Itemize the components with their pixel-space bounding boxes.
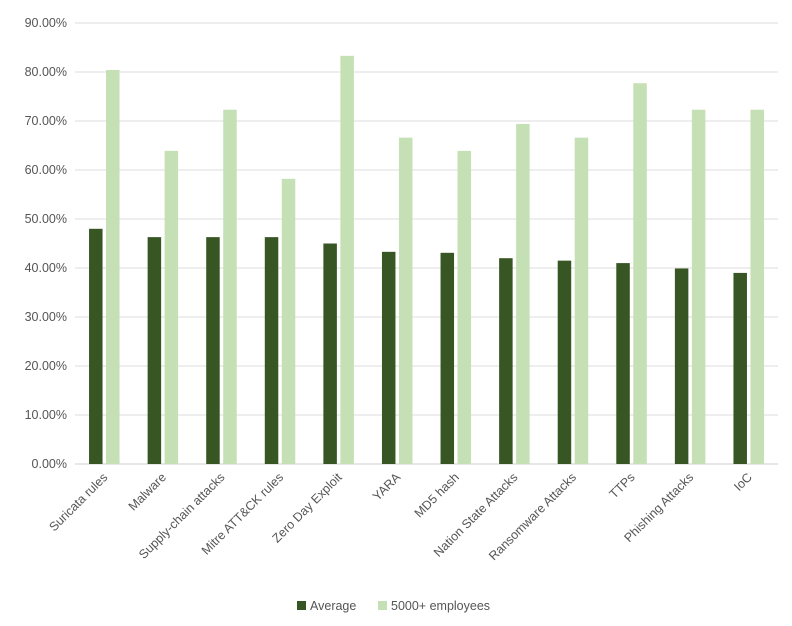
bar-average <box>323 243 337 464</box>
bar-average <box>557 260 572 464</box>
legend-label-5000-employees: 5000+ employees <box>391 599 490 613</box>
bar-average <box>616 263 630 464</box>
y-axis-ticks: 0.00% 10.00% 20.00% 30.00% 40.00% 50.00% 60.00… <box>25 16 67 471</box>
bar-average <box>674 268 689 464</box>
bar-5000-employees <box>457 150 472 464</box>
bar-average <box>264 237 279 464</box>
y-tick-label: 50.00% <box>25 212 67 226</box>
bar-average <box>206 237 220 464</box>
legend-label-average: Average <box>310 599 356 613</box>
legend-swatch-5000-employees <box>378 601 387 610</box>
y-tick-label: 10.00% <box>25 408 67 422</box>
bar-5000-employees <box>516 123 530 464</box>
bar-average <box>147 237 162 464</box>
bar-5000-employees <box>750 109 764 464</box>
bar-5000-employees <box>340 55 354 465</box>
y-tick-label: 80.00% <box>25 65 67 79</box>
bar-average <box>733 272 747 464</box>
bar-average <box>440 252 455 464</box>
y-tick-label: 60.00% <box>25 163 67 177</box>
y-tick-label: 0.00% <box>32 457 67 471</box>
bar-5000-employees <box>633 83 647 465</box>
bar-5000-employees <box>574 137 589 464</box>
bar-5000-employees <box>223 109 237 464</box>
legend: Average 5000+ employees <box>297 599 490 613</box>
y-tick-label: 70.00% <box>25 114 67 128</box>
y-tick-label: 20.00% <box>25 359 67 373</box>
y-tick-label: 90.00% <box>25 16 67 30</box>
y-tick-label: 30.00% <box>25 310 67 324</box>
bar-average <box>499 258 513 464</box>
gridlines <box>75 22 778 465</box>
legend-swatch-average <box>297 601 306 610</box>
bar-average <box>381 251 396 464</box>
bar-5000-employees <box>281 178 296 464</box>
bar-5000-employees <box>398 137 413 464</box>
bars <box>89 55 764 465</box>
bar-5000-employees <box>164 150 179 464</box>
bar-average <box>89 228 103 464</box>
y-tick-label: 40.00% <box>25 261 67 275</box>
bar-5000-employees <box>106 70 120 464</box>
bar-5000-employees <box>691 109 706 464</box>
